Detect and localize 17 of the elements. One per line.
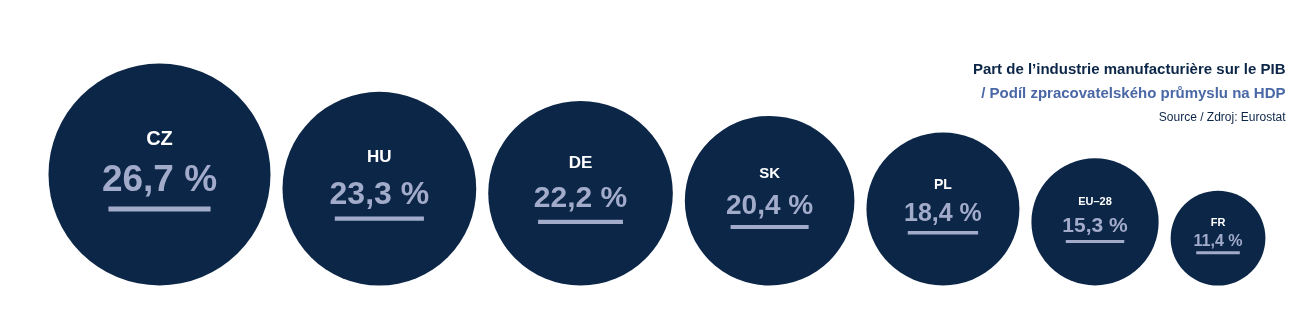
category-label: SK (759, 164, 781, 182)
category-label: EU–28 (1078, 194, 1112, 207)
data-label: 18,4 % (904, 198, 982, 227)
data-label: 20,4 % (726, 188, 814, 220)
category-label: CZ (146, 126, 173, 149)
category-label: DE (568, 153, 593, 173)
data-label: 15,3 % (1062, 212, 1129, 236)
data-label: 11,4 % (1193, 231, 1243, 249)
source-note: Source / Zdroj: Eurostat (1158, 109, 1287, 124)
category-label: FR (1210, 216, 1226, 229)
text: / Podíl zpracovatelského průmyslu na HDP (981, 84, 1286, 101)
category-label: HU (367, 147, 392, 167)
category-label: PL (933, 175, 953, 192)
data-label: 23,3 % (329, 174, 430, 211)
data-label: 22,2 % (533, 180, 628, 214)
text: Part de l’industrie manufacturière sur le PIB (972, 60, 1286, 77)
data-label: 26,7 % (101, 158, 218, 200)
